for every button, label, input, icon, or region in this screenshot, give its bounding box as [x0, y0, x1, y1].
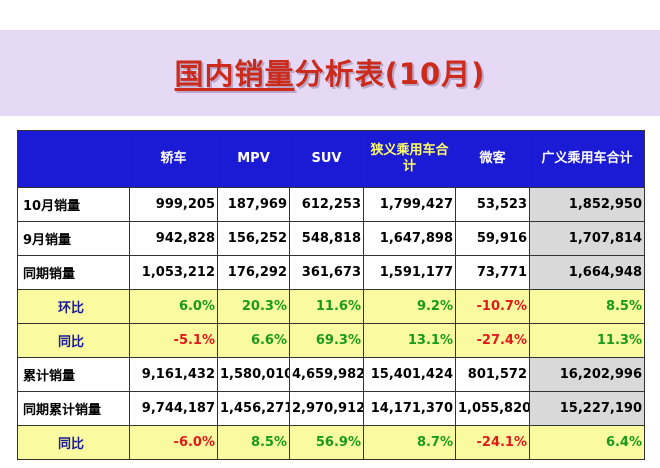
header-cell-corner: [17, 130, 130, 188]
table-cell: -5.1%: [129, 323, 218, 358]
table-cell: 20.3%: [217, 289, 290, 324]
table-row: 9月销量 942,828 156,252 548,818 1,647,898 59,916…: [17, 221, 645, 256]
table-cell: 801,572: [455, 357, 530, 392]
table-cell: 11.3%: [529, 323, 645, 358]
header-row: 轿车 MPV SUV 狭义乘用车合计 微客 广义乘用车合计: [17, 130, 645, 188]
table-cell: 1,664,948: [529, 255, 645, 290]
table-cell: 1,456,271: [217, 391, 290, 426]
table-cell: 176,292: [217, 255, 290, 290]
row-label: 9月销量: [17, 221, 130, 256]
table-cell: 8.7%: [363, 425, 456, 460]
table-cell: 361,673: [289, 255, 364, 290]
header-cell-mpv: MPV: [217, 130, 290, 188]
header-cell-broad-total: 广义乘用车合计: [529, 130, 645, 188]
table-cell: 1,580,010: [217, 357, 290, 392]
table-cell: 6.6%: [217, 323, 290, 358]
table-cell: 13.1%: [363, 323, 456, 358]
row-label: 10月销量: [17, 187, 130, 222]
row-label: 同比: [17, 425, 130, 460]
row-label: 累计销量: [17, 357, 130, 392]
table-cell: -27.4%: [455, 323, 530, 358]
table-cell: 1,799,427: [363, 187, 456, 222]
header-cell-suv: SUV: [289, 130, 364, 188]
table-cell: 14,171,370: [363, 391, 456, 426]
row-label: 同比: [17, 323, 130, 358]
table-cell: 1,591,177: [363, 255, 456, 290]
table-cell: 16,202,996: [529, 357, 645, 392]
table-cell: 1,055,820: [455, 391, 530, 426]
table-cell: 6.4%: [529, 425, 645, 460]
table-cell: -24.1%: [455, 425, 530, 460]
table-row: 10月销量 999,205 187,969 612,253 1,799,427 53,52…: [17, 187, 645, 222]
table-row: 同比 -6.0% 8.5% 56.9% 8.7% -24.1% 6.4%: [17, 425, 645, 460]
table-cell: 999,205: [129, 187, 218, 222]
table-row: 同期销量 1,053,212 176,292 361,673 1,591,177 73,7…: [17, 255, 645, 290]
table-cell: 8.5%: [217, 425, 290, 460]
sales-analysis-table: 轿车 MPV SUV 狭义乘用车合计 微客 广义乘用车合计 10月销量 999,2…: [17, 130, 645, 460]
table-row: 累计销量 9,161,432 1,580,010 4,659,982 15,401,42…: [17, 357, 645, 392]
table-cell: 15,401,424: [363, 357, 456, 392]
table-cell: -10.7%: [455, 289, 530, 324]
row-label: 同期销量: [17, 255, 130, 290]
table-cell: 9,161,432: [129, 357, 218, 392]
table-cell: 9,744,187: [129, 391, 218, 426]
table-cell: 59,916: [455, 221, 530, 256]
table-cell: 53,523: [455, 187, 530, 222]
table-cell: 69.3%: [289, 323, 364, 358]
page-title: 国内销量分析表(10月): [0, 52, 660, 96]
title-rest: 分析表(10月): [294, 57, 486, 91]
header-cell-sedan: 轿车: [129, 130, 218, 188]
table-cell: 4,659,982: [289, 357, 364, 392]
row-label: 同期累计销量: [17, 391, 130, 426]
header-cell-narrow-total: 狭义乘用车合计: [363, 130, 456, 188]
table-cell: 8.5%: [529, 289, 645, 324]
table-cell: 156,252: [217, 221, 290, 256]
title-band: [0, 30, 660, 116]
table-cell: -6.0%: [129, 425, 218, 460]
table-row: 同比 -5.1% 6.6% 69.3% 13.1% -27.4% 11.3%: [17, 323, 645, 358]
table-cell: 548,818: [289, 221, 364, 256]
table-cell: 2,970,912: [289, 391, 364, 426]
table-cell: 187,969: [217, 187, 290, 222]
table-cell: 9.2%: [363, 289, 456, 324]
table-cell: 15,227,190: [529, 391, 645, 426]
title-highlight: 国内销量: [174, 57, 295, 91]
table-cell: 73,771: [455, 255, 530, 290]
table-cell: 1,707,814: [529, 221, 645, 256]
table-cell: 1,852,950: [529, 187, 645, 222]
row-label: 环比: [17, 289, 130, 324]
table-cell: 1,647,898: [363, 221, 456, 256]
header-cell-minivan: 微客: [455, 130, 530, 188]
table-cell: 1,053,212: [129, 255, 218, 290]
table-row: 同期累计销量 9,744,187 1,456,271 2,970,912 14,171,…: [17, 391, 645, 426]
table-cell: 612,253: [289, 187, 364, 222]
table-cell: 56.9%: [289, 425, 364, 460]
table-row: 环比 6.0% 20.3% 11.6% 9.2% -10.7% 8.5%: [17, 289, 645, 324]
table-cell: 6.0%: [129, 289, 218, 324]
table-cell: 11.6%: [289, 289, 364, 324]
table-cell: 942,828: [129, 221, 218, 256]
